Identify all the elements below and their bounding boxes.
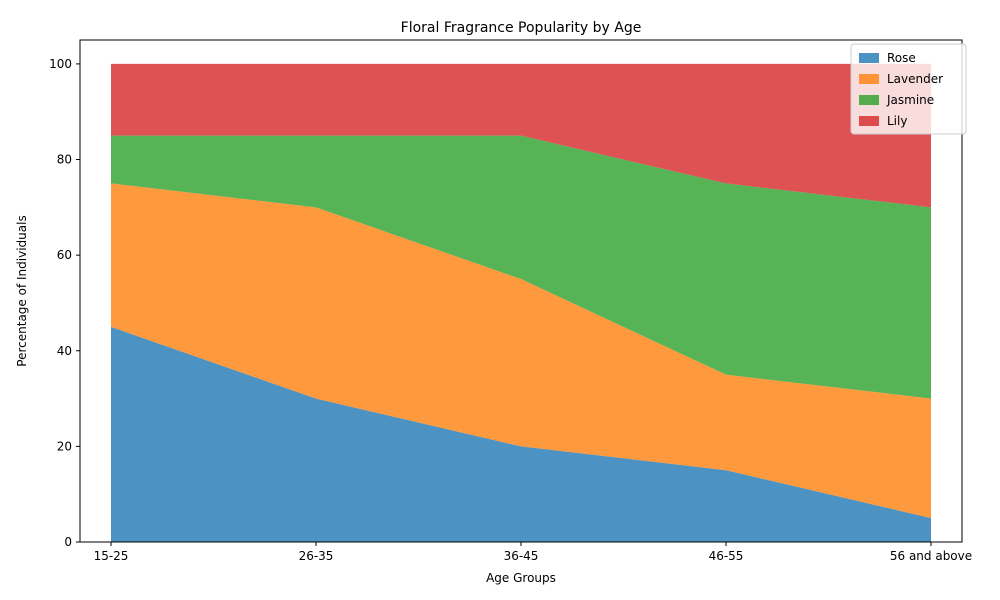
chart-title: Floral Fragrance Popularity by Age — [401, 20, 642, 36]
legend-swatch-rose — [859, 53, 879, 63]
x-axis-title: Age Groups — [486, 571, 556, 585]
legend-swatch-lavender — [859, 74, 879, 84]
y-tick-label: 100 — [49, 57, 72, 71]
area-rose — [111, 326, 931, 542]
y-tick-label: 40 — [57, 344, 72, 358]
legend: Rose Lavender Jasmine Lily — [850, 43, 967, 135]
legend-swatch-lily — [859, 116, 879, 126]
y-tick-label: 60 — [57, 248, 72, 262]
area-lavender — [111, 183, 931, 519]
x-tick-label: 26-35 — [299, 549, 334, 563]
legend-label-rose: Rose — [887, 51, 916, 65]
y-tick-label: 0 — [64, 535, 72, 549]
legend-label-lily: Lily — [887, 114, 907, 128]
legend-label-jasmine: Jasmine — [886, 93, 934, 107]
x-tick-label: 56 and above — [890, 549, 972, 563]
y-tick-label: 20 — [57, 439, 72, 453]
legend-swatch-jasmine — [859, 95, 879, 105]
area-lily — [111, 63, 931, 208]
legend-box — [850, 43, 967, 135]
x-tick-label: 46-55 — [709, 549, 744, 563]
x-tick-label: 36-45 — [504, 549, 539, 563]
x-axis: 15-25 26-35 36-45 46-55 56 and above — [94, 542, 972, 563]
plot-areas — [111, 63, 931, 542]
legend-label-lavender: Lavender — [887, 72, 943, 86]
y-axis: 0 20 40 60 80 100 — [49, 57, 80, 549]
area-jasmine — [111, 135, 931, 399]
y-axis-title: Percentage of Individuals — [15, 215, 29, 366]
x-tick-label: 15-25 — [94, 549, 129, 563]
y-tick-label: 80 — [57, 153, 72, 167]
